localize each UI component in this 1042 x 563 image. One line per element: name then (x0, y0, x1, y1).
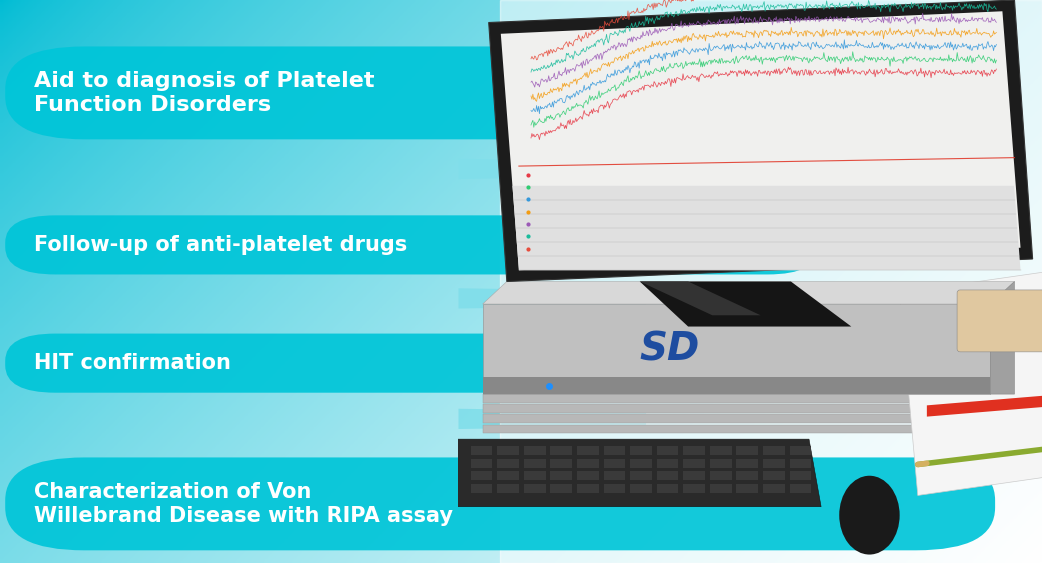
Bar (630, 459, 652, 468)
Bar (577, 484, 599, 493)
Bar (603, 471, 625, 480)
Text: Follow-up of anti-platelet drugs: Follow-up of anti-platelet drugs (34, 235, 407, 255)
Bar (497, 484, 519, 493)
Bar (630, 446, 652, 455)
Bar (790, 471, 812, 480)
Bar (577, 459, 599, 468)
Bar (550, 484, 572, 493)
Polygon shape (482, 414, 990, 423)
Bar (550, 446, 572, 455)
Bar (471, 459, 492, 468)
Bar (710, 484, 731, 493)
Polygon shape (640, 282, 761, 315)
Bar (497, 459, 519, 468)
FancyBboxPatch shape (5, 216, 818, 275)
Bar (763, 459, 785, 468)
Text: Aid to diagnosis of Platelet
Function Disorders: Aid to diagnosis of Platelet Function Di… (34, 70, 375, 115)
Bar (710, 471, 731, 480)
Polygon shape (482, 282, 1015, 304)
Polygon shape (926, 394, 1042, 417)
Bar (630, 471, 652, 480)
Polygon shape (482, 377, 990, 394)
Polygon shape (501, 11, 1020, 270)
Bar (524, 459, 546, 468)
Bar (577, 446, 599, 455)
Bar (471, 446, 492, 455)
Bar (684, 459, 705, 468)
Bar (603, 446, 625, 455)
Polygon shape (482, 394, 990, 403)
Bar (684, 484, 705, 493)
Bar (737, 471, 759, 480)
FancyBboxPatch shape (957, 290, 1042, 352)
Polygon shape (458, 159, 646, 179)
Bar (550, 471, 572, 480)
Text: SD: SD (640, 330, 700, 368)
Bar (656, 459, 678, 468)
Bar (763, 484, 785, 493)
Ellipse shape (839, 476, 899, 555)
FancyBboxPatch shape (5, 46, 922, 140)
Polygon shape (482, 425, 990, 433)
Bar (497, 446, 519, 455)
Bar (603, 459, 625, 468)
Polygon shape (640, 282, 851, 327)
Bar (656, 446, 678, 455)
Bar (471, 484, 492, 493)
Bar (763, 471, 785, 480)
FancyBboxPatch shape (5, 457, 995, 551)
Bar (790, 459, 812, 468)
Bar (524, 446, 546, 455)
Polygon shape (458, 288, 646, 309)
Bar (710, 459, 731, 468)
Bar (684, 446, 705, 455)
Polygon shape (482, 304, 990, 394)
Polygon shape (990, 282, 1015, 394)
FancyBboxPatch shape (5, 333, 641, 393)
Text: HIT confirmation: HIT confirmation (34, 353, 231, 373)
Bar (737, 446, 759, 455)
Bar (790, 484, 812, 493)
Polygon shape (446, 439, 821, 507)
Bar (737, 484, 759, 493)
Bar (497, 471, 519, 480)
Bar (603, 484, 625, 493)
Polygon shape (899, 270, 1042, 495)
Bar (630, 484, 652, 493)
Polygon shape (482, 404, 990, 413)
Bar (656, 471, 678, 480)
Bar (577, 471, 599, 480)
Polygon shape (489, 0, 1033, 282)
Bar (524, 471, 546, 480)
Polygon shape (513, 186, 1020, 270)
Bar (790, 446, 812, 455)
Bar (710, 446, 731, 455)
Text: Characterization of Von
Willebrand Disease with RIPA assay: Characterization of Von Willebrand Disea… (34, 481, 453, 526)
Polygon shape (458, 409, 646, 429)
Bar (737, 459, 759, 468)
Bar (656, 484, 678, 493)
Bar (684, 471, 705, 480)
Bar (550, 459, 572, 468)
Bar (471, 471, 492, 480)
Polygon shape (500, 0, 1042, 563)
Bar (763, 446, 785, 455)
Bar (524, 484, 546, 493)
